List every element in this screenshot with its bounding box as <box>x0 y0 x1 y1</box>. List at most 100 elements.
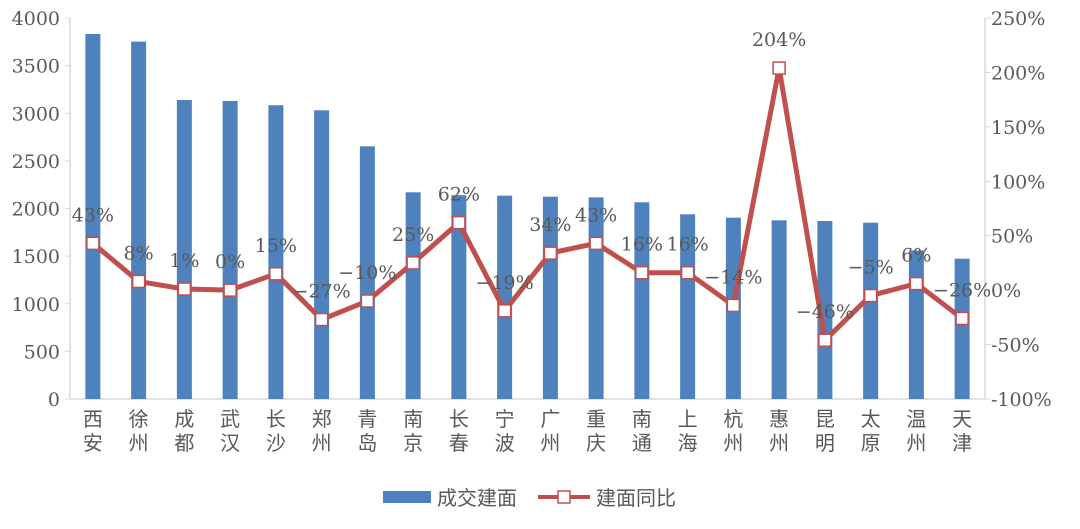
category-label: 西安 <box>83 407 103 455</box>
yoy-marker <box>635 265 649 280</box>
yoy-data-label: −19% <box>476 272 534 294</box>
left-tick-label: 0 <box>48 389 60 411</box>
category-label: 天津 <box>952 407 972 455</box>
yoy-data-label: −10% <box>338 262 396 284</box>
yoy-data-label: 43% <box>575 204 617 226</box>
yoy-marker <box>223 283 237 297</box>
bar-昆明 <box>817 220 833 399</box>
bar-温州 <box>908 250 924 399</box>
category-label: 成都 <box>174 407 194 455</box>
left-tick-label: 3500 <box>12 56 60 78</box>
yoy-data-label: 204% <box>752 29 806 51</box>
bar-天津 <box>954 258 970 399</box>
yoy-marker <box>772 61 786 75</box>
bar-宁波 <box>497 195 513 399</box>
yoy-line <box>91 65 964 343</box>
category-label: 南京 <box>403 407 423 455</box>
category-label: 昆明 <box>815 407 835 455</box>
category-label: 武汉 <box>220 407 240 455</box>
yoy-data-label: −26% <box>933 279 991 301</box>
bar-郑州 <box>314 110 330 400</box>
left-tick-label: 500 <box>24 341 60 363</box>
yoy-data-label: 16% <box>667 234 709 256</box>
left-tick-label: 2500 <box>12 151 60 173</box>
category-label: 温州 <box>906 407 926 455</box>
yoy-data-label: 62% <box>438 184 480 206</box>
legend-line-marker <box>557 490 571 504</box>
category-label: 青岛 <box>357 407 377 455</box>
right-tick-label: -100% <box>991 389 1052 411</box>
yoy-marker <box>543 246 558 260</box>
category-label: 太原 <box>861 407 881 455</box>
bar-惠州 <box>771 220 787 399</box>
left-tick-label: 2000 <box>12 199 60 221</box>
yoy-data-label: 1% <box>169 250 199 272</box>
bar-上海 <box>680 214 696 399</box>
yoy-data-label: 15% <box>255 235 297 257</box>
yoy-marker <box>955 311 969 326</box>
yoy-marker <box>406 256 420 270</box>
right-tick-label: 150% <box>991 117 1045 139</box>
yoy-data-label: 16% <box>621 234 663 256</box>
category-label: 重庆 <box>586 407 606 455</box>
legend-line-label: 建面同比 <box>596 486 676 510</box>
right-tick-label: 100% <box>991 171 1045 193</box>
right-tick-label: -50% <box>991 335 1040 357</box>
category-label: 徐州 <box>129 407 149 455</box>
bar-太原 <box>863 222 879 399</box>
yoy-data-label: 0% <box>215 251 245 273</box>
legend-bar-swatch <box>383 491 431 503</box>
category-label: 宁波 <box>495 407 515 455</box>
category-label: 南通 <box>632 407 652 455</box>
yoy-marker <box>497 304 512 318</box>
right-tick-label: 200% <box>991 62 1045 84</box>
yoy-data-label: 25% <box>392 224 434 246</box>
yoy-marker <box>863 288 878 303</box>
left-tick-label: 4000 <box>12 8 60 30</box>
left-tick-label: 1000 <box>12 294 60 316</box>
right-tick-label: 50% <box>991 226 1033 248</box>
bar-徐州 <box>131 41 147 399</box>
yoy-marker <box>680 265 695 280</box>
yoy-marker <box>818 333 832 347</box>
bar-南通 <box>634 202 650 399</box>
yoy-data-label: −27% <box>293 281 351 303</box>
bar-成都 <box>176 100 192 399</box>
yoy-data-label: −14% <box>704 266 762 288</box>
bar-青岛 <box>359 146 375 399</box>
left-tick-label: 3000 <box>12 103 60 125</box>
yoy-marker <box>452 215 466 230</box>
yoy-marker <box>86 236 100 251</box>
bar-南京 <box>405 192 421 399</box>
yoy-marker <box>177 282 192 296</box>
yoy-marker <box>131 274 146 289</box>
yoy-data-label: 43% <box>72 204 114 226</box>
right-tick-label: 0% <box>991 280 1021 302</box>
yoy-data-label: 8% <box>124 242 154 264</box>
right-tick-label: 250% <box>991 8 1045 30</box>
category-label: 杭州 <box>723 407 743 455</box>
yoy-marker <box>360 294 375 308</box>
category-label: 广州 <box>540 407 560 455</box>
category-label: 长春 <box>449 407 469 455</box>
category-label: 惠州 <box>769 407 789 455</box>
category-label: 长沙 <box>266 407 286 455</box>
legend-bar-label: 成交建面 <box>437 486 517 510</box>
left-tick-label: 1500 <box>12 246 60 268</box>
bar-重庆 <box>588 197 604 399</box>
yoy-marker <box>909 276 924 291</box>
bar-长春 <box>451 195 467 399</box>
bar-长沙 <box>268 105 284 400</box>
yoy-marker <box>269 267 283 281</box>
yoy-data-label: −5% <box>848 257 894 279</box>
yoy-marker <box>589 236 603 251</box>
yoy-marker <box>726 298 741 313</box>
category-label: 郑州 <box>312 407 332 455</box>
bar-武汉 <box>222 100 238 399</box>
yoy-marker <box>314 312 329 327</box>
bar-西安 <box>85 34 101 399</box>
category-label: 上海 <box>678 407 698 455</box>
yoy-data-label: 34% <box>529 214 571 236</box>
yoy-data-label: 6% <box>901 245 931 267</box>
